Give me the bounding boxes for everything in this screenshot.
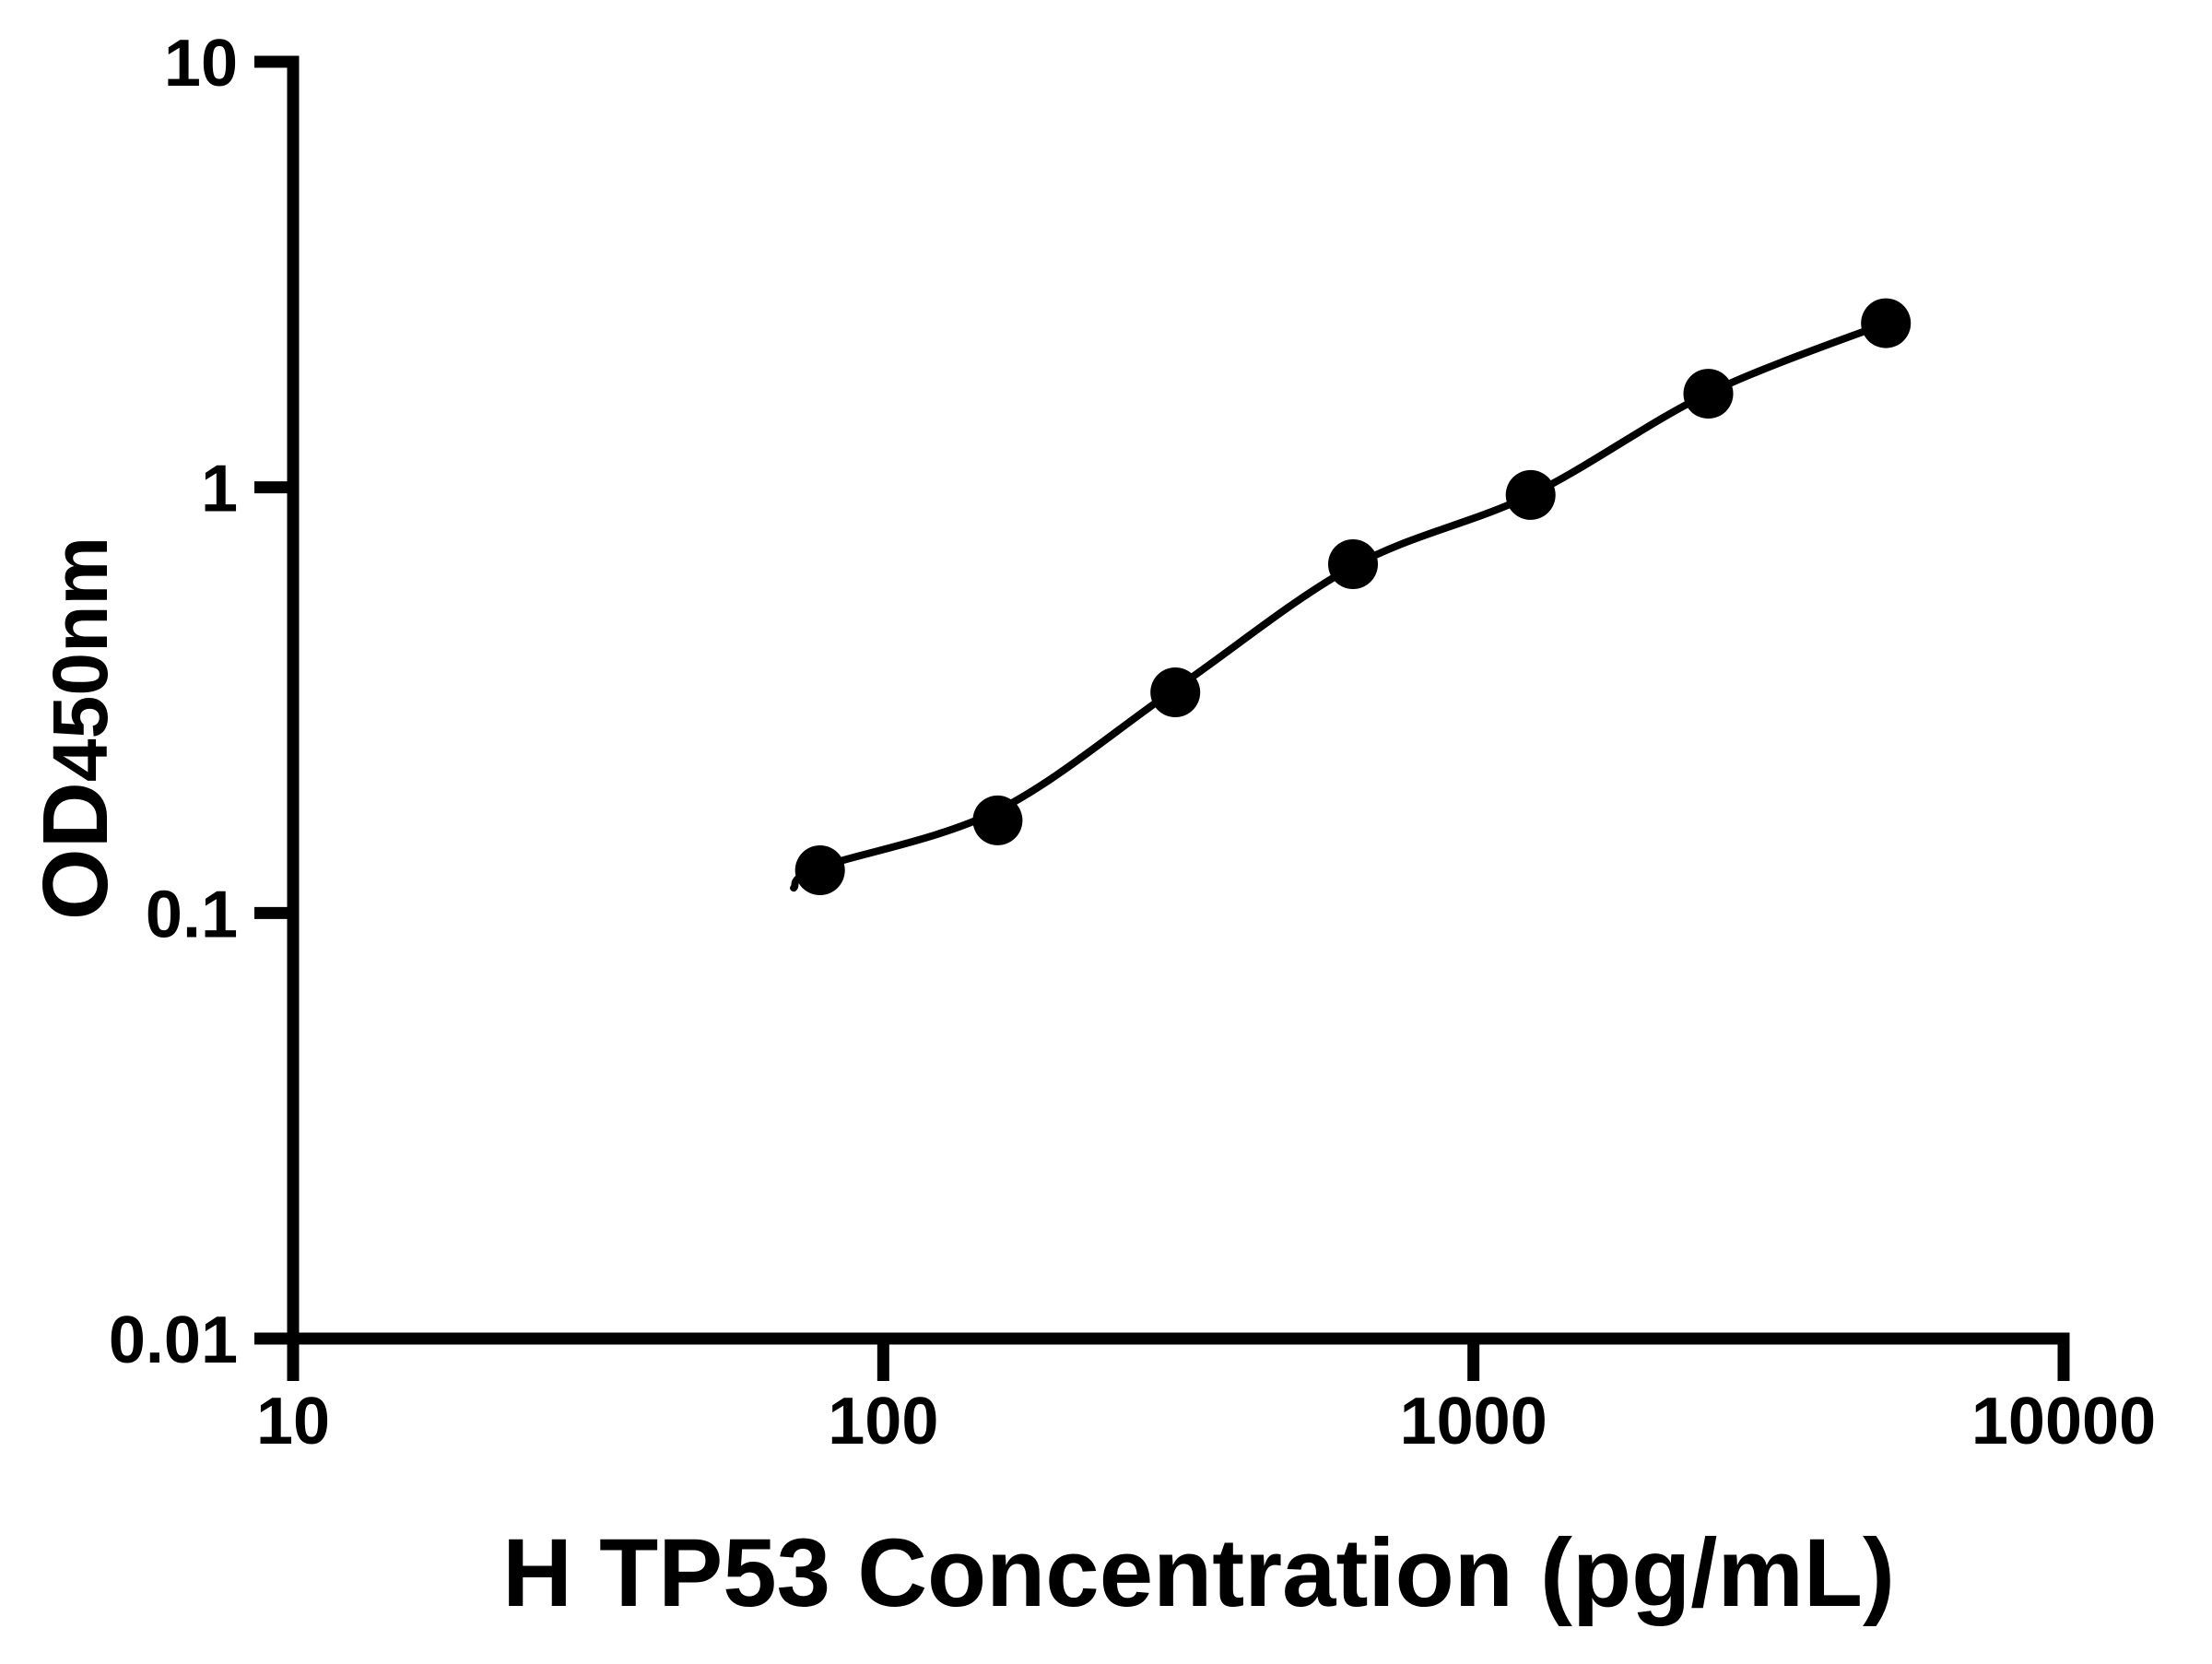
data-point xyxy=(1683,369,1734,419)
y-tick-label: 0.1 xyxy=(146,878,238,951)
axes xyxy=(287,55,2070,1345)
y-tick-label: 10 xyxy=(164,27,238,100)
y-axis-title-main: OD xyxy=(24,782,127,920)
x-tick-label: 1000 xyxy=(1400,1385,1547,1458)
data-point xyxy=(1505,469,1556,520)
x-tick-label: 10000 xyxy=(1971,1385,2156,1458)
x-tick-label: 100 xyxy=(828,1385,938,1458)
data-point xyxy=(1328,539,1378,589)
data-point xyxy=(794,845,845,895)
y-axis-title-sub: 450nm xyxy=(37,537,124,782)
x-tick-label: 10 xyxy=(256,1385,330,1458)
y-tick-label: 0.01 xyxy=(109,1304,238,1377)
y-axis-title: OD450nm xyxy=(24,537,127,920)
axis-ticks xyxy=(254,55,2070,1381)
data-point xyxy=(1150,667,1201,717)
y-tick-label: 1 xyxy=(201,453,238,526)
data-points xyxy=(794,298,1912,895)
axis-tick-labels: 0.01 0.1 1 10 10 100 1000 10000 xyxy=(109,27,2156,1458)
x-axis-title: H TP53 Concentration (pg/mL) xyxy=(502,1519,1895,1627)
data-point xyxy=(1861,298,1912,348)
data-point xyxy=(972,795,1023,845)
